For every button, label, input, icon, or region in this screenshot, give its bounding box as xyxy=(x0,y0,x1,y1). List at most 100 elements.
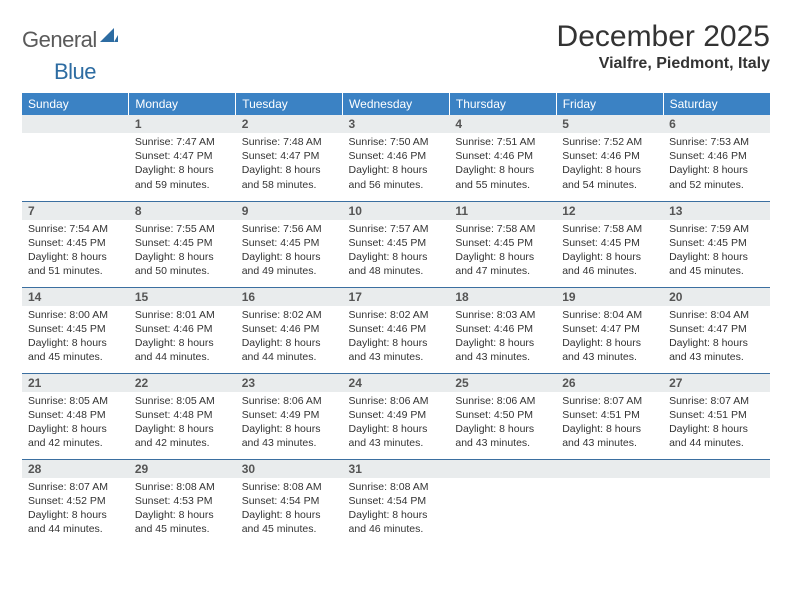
day-details: Sunrise: 7:59 AMSunset: 4:45 PMDaylight:… xyxy=(663,220,770,283)
calendar-day-cell: 27Sunrise: 8:07 AMSunset: 4:51 PMDayligh… xyxy=(663,373,770,459)
calendar-day-cell: 9Sunrise: 7:56 AMSunset: 4:45 PMDaylight… xyxy=(236,201,343,287)
calendar-day-cell: 4Sunrise: 7:51 AMSunset: 4:46 PMDaylight… xyxy=(449,115,556,201)
brand-logo: General xyxy=(22,20,120,53)
calendar-day-cell: 30Sunrise: 8:08 AMSunset: 4:54 PMDayligh… xyxy=(236,459,343,545)
day-number: 30 xyxy=(236,460,343,478)
calendar-day-cell: 25Sunrise: 8:06 AMSunset: 4:50 PMDayligh… xyxy=(449,373,556,459)
day-details: Sunrise: 8:07 AMSunset: 4:51 PMDaylight:… xyxy=(556,392,663,455)
calendar-table: Sunday Monday Tuesday Wednesday Thursday… xyxy=(22,93,770,545)
day-details: Sunrise: 7:58 AMSunset: 4:45 PMDaylight:… xyxy=(449,220,556,283)
day-details: Sunrise: 8:04 AMSunset: 4:47 PMDaylight:… xyxy=(556,306,663,369)
calendar-day-cell: 10Sunrise: 7:57 AMSunset: 4:45 PMDayligh… xyxy=(343,201,450,287)
day-number-empty xyxy=(556,460,663,478)
calendar-week-row: 28Sunrise: 8:07 AMSunset: 4:52 PMDayligh… xyxy=(22,459,770,545)
weekday-header: Monday xyxy=(129,93,236,115)
weekday-header-row: Sunday Monday Tuesday Wednesday Thursday… xyxy=(22,93,770,115)
day-number: 24 xyxy=(343,374,450,392)
sail-icon xyxy=(100,26,118,47)
day-details: Sunrise: 8:02 AMSunset: 4:46 PMDaylight:… xyxy=(236,306,343,369)
day-details: Sunrise: 8:05 AMSunset: 4:48 PMDaylight:… xyxy=(129,392,236,455)
calendar-day-cell xyxy=(22,115,129,201)
calendar-day-cell: 28Sunrise: 8:07 AMSunset: 4:52 PMDayligh… xyxy=(22,459,129,545)
day-number: 8 xyxy=(129,202,236,220)
calendar-week-row: 21Sunrise: 8:05 AMSunset: 4:48 PMDayligh… xyxy=(22,373,770,459)
day-details: Sunrise: 7:55 AMSunset: 4:45 PMDaylight:… xyxy=(129,220,236,283)
day-details: Sunrise: 8:06 AMSunset: 4:49 PMDaylight:… xyxy=(343,392,450,455)
day-number: 28 xyxy=(22,460,129,478)
day-details: Sunrise: 8:08 AMSunset: 4:53 PMDaylight:… xyxy=(129,478,236,541)
day-details: Sunrise: 8:08 AMSunset: 4:54 PMDaylight:… xyxy=(236,478,343,541)
calendar-day-cell: 6Sunrise: 7:53 AMSunset: 4:46 PMDaylight… xyxy=(663,115,770,201)
calendar-day-cell: 26Sunrise: 8:07 AMSunset: 4:51 PMDayligh… xyxy=(556,373,663,459)
day-details: Sunrise: 7:57 AMSunset: 4:45 PMDaylight:… xyxy=(343,220,450,283)
weekday-header: Sunday xyxy=(22,93,129,115)
day-details: Sunrise: 8:07 AMSunset: 4:51 PMDaylight:… xyxy=(663,392,770,455)
calendar-day-cell: 3Sunrise: 7:50 AMSunset: 4:46 PMDaylight… xyxy=(343,115,450,201)
brand-text-blue: Blue xyxy=(54,59,96,84)
day-number: 13 xyxy=(663,202,770,220)
day-details: Sunrise: 8:00 AMSunset: 4:45 PMDaylight:… xyxy=(22,306,129,369)
day-number: 10 xyxy=(343,202,450,220)
month-title: December 2025 xyxy=(557,20,770,53)
day-details: Sunrise: 7:58 AMSunset: 4:45 PMDaylight:… xyxy=(556,220,663,283)
weekday-header: Friday xyxy=(556,93,663,115)
day-number: 9 xyxy=(236,202,343,220)
day-details: Sunrise: 8:07 AMSunset: 4:52 PMDaylight:… xyxy=(22,478,129,541)
calendar-day-cell xyxy=(663,459,770,545)
day-details: Sunrise: 7:54 AMSunset: 4:45 PMDaylight:… xyxy=(22,220,129,283)
day-details: Sunrise: 8:03 AMSunset: 4:46 PMDaylight:… xyxy=(449,306,556,369)
calendar-body: 1Sunrise: 7:47 AMSunset: 4:47 PMDaylight… xyxy=(22,115,770,545)
calendar-day-cell: 22Sunrise: 8:05 AMSunset: 4:48 PMDayligh… xyxy=(129,373,236,459)
calendar-day-cell: 21Sunrise: 8:05 AMSunset: 4:48 PMDayligh… xyxy=(22,373,129,459)
calendar-day-cell: 18Sunrise: 8:03 AMSunset: 4:46 PMDayligh… xyxy=(449,287,556,373)
day-number: 4 xyxy=(449,115,556,133)
day-number: 11 xyxy=(449,202,556,220)
calendar-day-cell: 1Sunrise: 7:47 AMSunset: 4:47 PMDaylight… xyxy=(129,115,236,201)
day-number: 20 xyxy=(663,288,770,306)
weekday-header: Wednesday xyxy=(343,93,450,115)
calendar-week-row: 14Sunrise: 8:00 AMSunset: 4:45 PMDayligh… xyxy=(22,287,770,373)
day-number: 1 xyxy=(129,115,236,133)
calendar-day-cell xyxy=(449,459,556,545)
calendar-day-cell: 8Sunrise: 7:55 AMSunset: 4:45 PMDaylight… xyxy=(129,201,236,287)
day-number: 27 xyxy=(663,374,770,392)
calendar-page: General December 2025 Vialfre, Piedmont,… xyxy=(0,0,792,612)
day-details: Sunrise: 7:50 AMSunset: 4:46 PMDaylight:… xyxy=(343,133,450,196)
day-details: Sunrise: 8:01 AMSunset: 4:46 PMDaylight:… xyxy=(129,306,236,369)
brand-text-general: General xyxy=(22,27,97,53)
calendar-day-cell: 31Sunrise: 8:08 AMSunset: 4:54 PMDayligh… xyxy=(343,459,450,545)
day-details: Sunrise: 8:02 AMSunset: 4:46 PMDaylight:… xyxy=(343,306,450,369)
calendar-day-cell: 29Sunrise: 8:08 AMSunset: 4:53 PMDayligh… xyxy=(129,459,236,545)
day-number: 18 xyxy=(449,288,556,306)
day-details: Sunrise: 7:51 AMSunset: 4:46 PMDaylight:… xyxy=(449,133,556,196)
day-number: 23 xyxy=(236,374,343,392)
calendar-day-cell: 5Sunrise: 7:52 AMSunset: 4:46 PMDaylight… xyxy=(556,115,663,201)
day-details: Sunrise: 8:08 AMSunset: 4:54 PMDaylight:… xyxy=(343,478,450,541)
day-number: 3 xyxy=(343,115,450,133)
day-details: Sunrise: 7:48 AMSunset: 4:47 PMDaylight:… xyxy=(236,133,343,196)
day-number: 21 xyxy=(22,374,129,392)
day-details: Sunrise: 7:52 AMSunset: 4:46 PMDaylight:… xyxy=(556,133,663,196)
day-number: 16 xyxy=(236,288,343,306)
calendar-day-cell: 14Sunrise: 8:00 AMSunset: 4:45 PMDayligh… xyxy=(22,287,129,373)
day-number-empty xyxy=(663,460,770,478)
calendar-day-cell: 12Sunrise: 7:58 AMSunset: 4:45 PMDayligh… xyxy=(556,201,663,287)
day-number: 17 xyxy=(343,288,450,306)
day-details: Sunrise: 8:06 AMSunset: 4:50 PMDaylight:… xyxy=(449,392,556,455)
weekday-header: Tuesday xyxy=(236,93,343,115)
calendar-day-cell: 19Sunrise: 8:04 AMSunset: 4:47 PMDayligh… xyxy=(556,287,663,373)
calendar-day-cell: 17Sunrise: 8:02 AMSunset: 4:46 PMDayligh… xyxy=(343,287,450,373)
day-number: 26 xyxy=(556,374,663,392)
calendar-day-cell: 2Sunrise: 7:48 AMSunset: 4:47 PMDaylight… xyxy=(236,115,343,201)
day-number: 25 xyxy=(449,374,556,392)
day-number: 14 xyxy=(22,288,129,306)
day-number: 12 xyxy=(556,202,663,220)
day-number: 15 xyxy=(129,288,236,306)
weekday-header: Saturday xyxy=(663,93,770,115)
calendar-week-row: 7Sunrise: 7:54 AMSunset: 4:45 PMDaylight… xyxy=(22,201,770,287)
day-number: 5 xyxy=(556,115,663,133)
day-details: Sunrise: 8:05 AMSunset: 4:48 PMDaylight:… xyxy=(22,392,129,455)
calendar-day-cell: 24Sunrise: 8:06 AMSunset: 4:49 PMDayligh… xyxy=(343,373,450,459)
calendar-day-cell: 13Sunrise: 7:59 AMSunset: 4:45 PMDayligh… xyxy=(663,201,770,287)
day-number: 6 xyxy=(663,115,770,133)
